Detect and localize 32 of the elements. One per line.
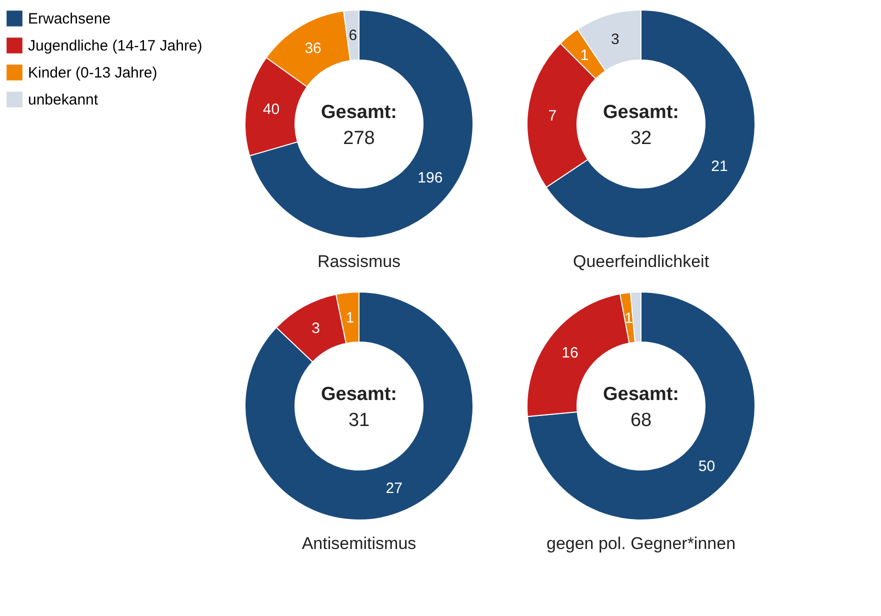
data-label: 1: [624, 310, 633, 327]
text: Gesamt:: [602, 384, 680, 405]
data-label: 196: [418, 169, 443, 186]
text: 32: [630, 128, 652, 149]
legend-label: Kinder (0-13 Jahre): [28, 64, 158, 82]
text: 68: [630, 410, 652, 431]
text: 31: [348, 410, 370, 431]
text: Antisemitismus: [302, 534, 416, 553]
data-label: 27: [386, 480, 402, 497]
legend-label: Jugendliche (14-17 Jahre): [28, 38, 202, 54]
data-label: 3: [312, 320, 320, 338]
text: Queerfeindlichkeit: [572, 252, 710, 271]
text: gegen pol. Gegner*innen: [546, 534, 736, 553]
legend-label: unbekannt: [28, 92, 99, 108]
legend-label: Erwachsene: [28, 10, 111, 28]
text: Gesamt:: [602, 102, 680, 123]
data-label: 7: [548, 107, 557, 124]
data-label: 50: [698, 458, 716, 475]
donut-slice: [244, 292, 474, 520]
text: Rassismus: [317, 252, 401, 271]
data-label: 21: [711, 158, 728, 175]
data-label: 3: [610, 30, 620, 48]
data-label: 1: [346, 309, 354, 326]
text: 278: [343, 128, 375, 149]
text: Gesamt:: [320, 102, 398, 123]
data-label: 16: [562, 344, 578, 362]
data-label: 40: [262, 100, 280, 118]
data-label: 6: [348, 27, 358, 44]
text: Gesamt:: [320, 384, 398, 405]
data-label: 36: [304, 40, 322, 57]
donut-slice: [526, 292, 756, 520]
data-label: 1: [580, 47, 589, 64]
